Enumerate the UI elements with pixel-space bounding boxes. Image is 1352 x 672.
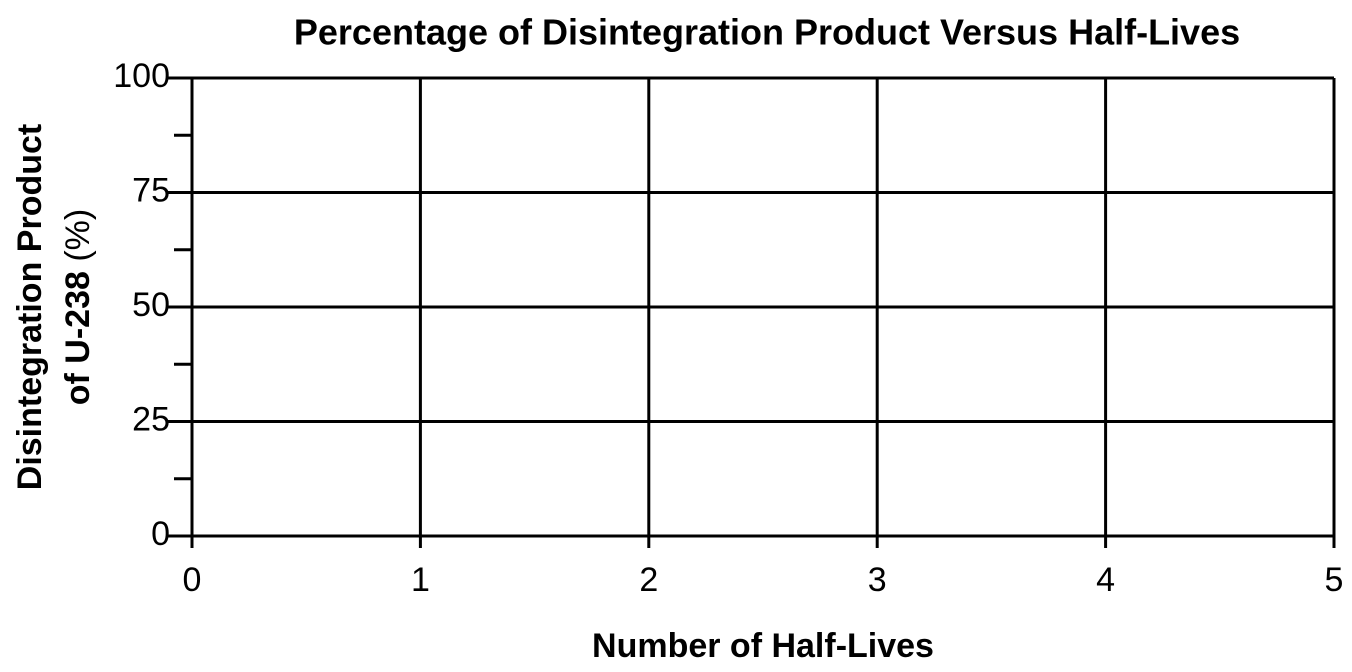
y-axis-label: Disintegration Product of U-238 (%) [11,124,97,490]
y-axis-label-line: Disintegration Product [11,124,49,490]
x-tick-label: 5 [1325,561,1344,599]
y-tick-label: 0 [151,515,170,553]
y-axis-label-unit: (%) [59,209,97,262]
y-axis-label-text: of U-238 [59,271,97,405]
x-axis-label: Number of Half-Lives [592,627,934,665]
chart-title: Percentage of Disintegration Product Ver… [294,12,1240,53]
x-tick-label: 1 [411,561,430,599]
y-tick-label: 25 [132,400,170,438]
x-tick-label: 4 [1096,561,1115,599]
y-axis-label-line: of U-238 (%) [59,209,97,405]
x-tick-label: 3 [868,561,887,599]
y-tick-label: 100 [113,57,170,95]
y-tick-label: 75 [132,171,170,209]
x-tick-label: 2 [639,561,658,599]
y-tick-label: 50 [132,286,170,324]
x-tick-label: 0 [183,561,202,599]
